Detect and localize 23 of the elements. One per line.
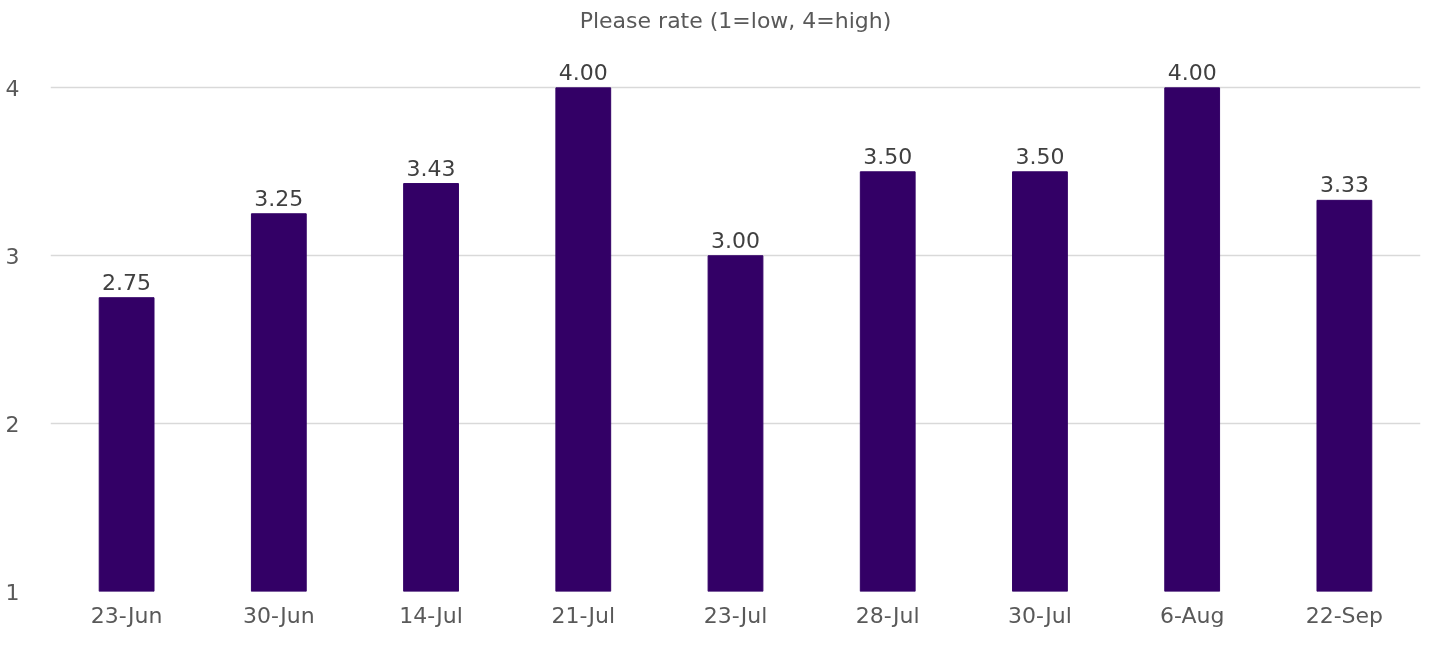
y-tick-label: 4	[5, 75, 20, 101]
x-tick-label: 23-Jul	[703, 602, 768, 628]
x-tick-label: 14-Jul	[399, 602, 463, 628]
data-label: 4.00	[558, 59, 608, 85]
x-tick-label: 21-Jul	[551, 602, 616, 628]
data-label: 3.25	[254, 185, 304, 211]
x-tick-label: 30-Jul	[1008, 602, 1072, 628]
y-tick-label: 3	[5, 243, 20, 269]
data-label: 3.00	[711, 227, 760, 253]
y-tick-label: 2	[5, 411, 20, 437]
y-tick-label: 1	[5, 579, 20, 605]
x-tick-label: 23-Jun	[90, 602, 163, 628]
data-label: 2.75	[102, 269, 152, 295]
data-label: 4.00	[1167, 59, 1217, 85]
data-label: 3.33	[1319, 172, 1369, 198]
x-tick-label: 6-Aug	[1159, 602, 1225, 628]
data-label: 3.43	[406, 155, 456, 181]
x-tick-label: 22-Sep	[1305, 602, 1384, 628]
data-label: 3.50	[1015, 143, 1065, 169]
chart-title: Please rate (1=low, 4=high)	[579, 7, 892, 33]
x-tick-label: 28-Jul	[855, 602, 920, 628]
x-tick-label: 30-Jun	[243, 602, 315, 628]
data-label: 3.50	[863, 143, 913, 169]
